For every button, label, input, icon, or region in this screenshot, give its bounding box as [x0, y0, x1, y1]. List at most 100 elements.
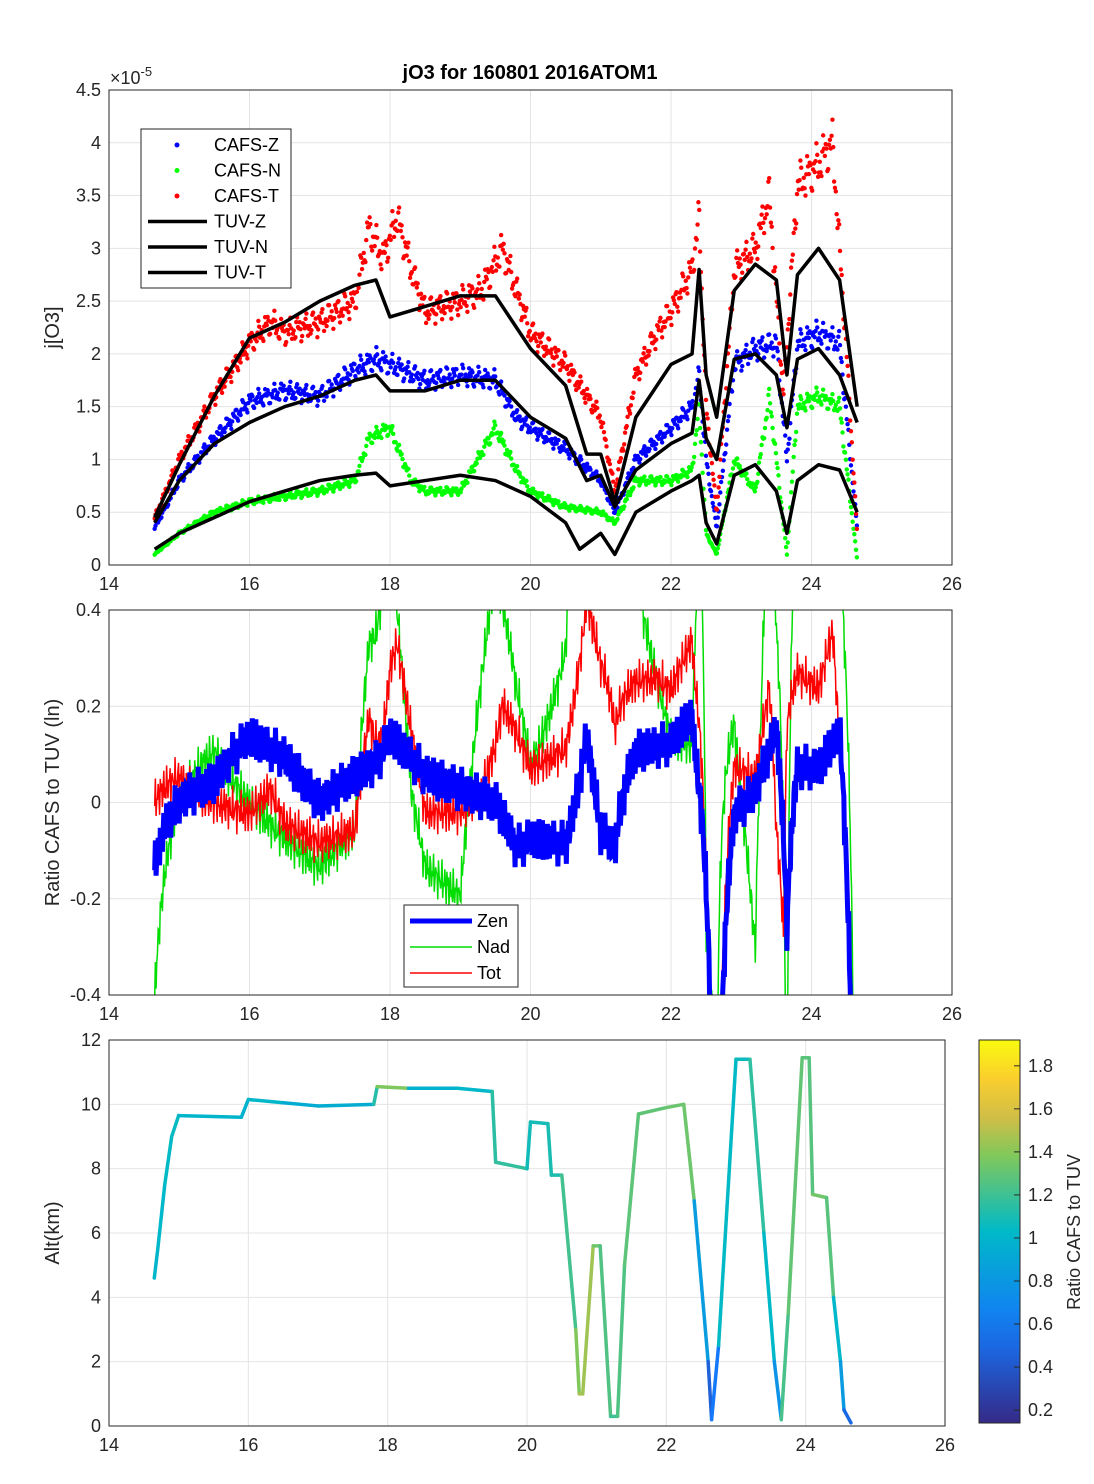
data-point-cafs-t	[382, 250, 388, 256]
data-point-cafs-t	[396, 205, 402, 210]
data-point-cafs-t	[498, 232, 504, 238]
data-point-cafs-t	[796, 187, 801, 192]
data-point-cafs-z	[784, 459, 790, 464]
data-point-cafs-z	[250, 394, 255, 399]
data-point-cafs-n	[744, 471, 749, 476]
altitude-segment	[831, 1295, 843, 1364]
data-point-cafs-z	[357, 363, 362, 369]
data-point-cafs-z	[743, 348, 748, 353]
data-point-cafs-t	[712, 483, 717, 488]
data-point-cafs-n	[546, 494, 552, 499]
data-point-cafs-t	[669, 322, 674, 328]
data-point-cafs-z	[533, 426, 538, 431]
data-point-cafs-t	[637, 377, 642, 382]
data-point-cafs-z	[348, 372, 353, 377]
data-point-cafs-z	[293, 395, 298, 401]
series-line-tuv-z	[153, 346, 859, 524]
data-point-cafs-z	[804, 325, 810, 330]
data-point-cafs-t	[509, 286, 515, 291]
data-point-cafs-z	[477, 369, 482, 375]
data-point-cafs-t	[695, 222, 700, 227]
data-point-cafs-n	[826, 406, 831, 411]
data-point-cafs-z	[556, 437, 561, 443]
data-point-cafs-z	[438, 367, 443, 373]
data-point-cafs-z	[802, 343, 807, 349]
data-point-cafs-t	[467, 289, 473, 294]
data-point-cafs-z	[750, 336, 756, 342]
data-point-cafs-n	[843, 457, 849, 462]
y-tick-label: 4	[91, 133, 101, 153]
y-tick-label: 0.2	[76, 696, 101, 716]
data-point-cafs-t	[354, 289, 360, 294]
data-point-cafs-z	[798, 327, 803, 332]
data-point-cafs-t	[372, 243, 377, 249]
data-point-cafs-t	[283, 339, 289, 345]
data-point-cafs-n	[665, 474, 670, 479]
legend-marker-cafs-t	[174, 193, 180, 199]
data-point-cafs-n	[775, 465, 780, 471]
data-point-cafs-t	[668, 315, 673, 321]
data-point-cafs-t	[548, 351, 554, 356]
data-point-cafs-t	[621, 448, 626, 453]
data-point-cafs-t	[356, 285, 361, 290]
data-point-cafs-t	[406, 240, 411, 245]
data-point-cafs-t	[557, 367, 563, 373]
y-tick-label: 10	[81, 1094, 101, 1114]
data-point-cafs-n	[356, 469, 361, 474]
data-point-cafs-t	[761, 230, 767, 236]
data-point-cafs-z	[814, 318, 819, 323]
data-point-cafs-n	[492, 419, 497, 424]
data-point-cafs-t	[708, 453, 714, 458]
colorbar-tick-label: 0.2	[1028, 1400, 1053, 1420]
data-point-cafs-n	[379, 435, 384, 441]
data-point-cafs-t	[838, 267, 844, 272]
data-point-cafs-n	[839, 420, 844, 425]
data-point-cafs-n	[406, 466, 411, 472]
data-point-cafs-z	[535, 437, 540, 442]
x-tick-label: 14	[99, 574, 119, 594]
data-point-cafs-z	[739, 368, 744, 373]
data-point-cafs-z	[674, 415, 679, 420]
altitude-segment	[176, 1113, 244, 1119]
data-point-cafs-t	[513, 294, 518, 299]
data-point-cafs-t	[414, 285, 420, 290]
data-point-cafs-z	[678, 418, 683, 424]
data-point-cafs-t	[458, 305, 463, 310]
data-point-cafs-t	[845, 363, 850, 369]
data-point-cafs-z	[775, 348, 780, 354]
data-point-cafs-z	[366, 360, 371, 365]
data-point-cafs-z	[839, 359, 844, 365]
altitude-segment	[615, 1263, 627, 1419]
data-point-cafs-z	[452, 373, 457, 378]
data-point-cafs-t	[549, 347, 554, 352]
x-tick-label: 20	[520, 574, 540, 594]
altitude-segment	[598, 1244, 613, 1419]
data-point-cafs-z	[760, 335, 765, 340]
altitude-segment	[490, 1089, 498, 1164]
data-point-cafs-n	[752, 489, 758, 494]
data-point-cafs-z	[690, 398, 695, 404]
data-point-cafs-z	[411, 377, 416, 383]
altitude-segment	[716, 1057, 738, 1348]
data-point-cafs-t	[767, 175, 772, 181]
data-point-cafs-t	[369, 244, 374, 249]
data-point-cafs-t	[475, 287, 480, 292]
data-point-cafs-t	[826, 142, 832, 147]
data-point-cafs-n	[852, 539, 858, 544]
data-point-cafs-t	[813, 158, 818, 164]
data-point-cafs-z	[540, 426, 545, 432]
data-point-cafs-z	[313, 389, 318, 395]
data-point-cafs-t	[267, 331, 273, 337]
data-point-cafs-t	[653, 346, 658, 352]
data-point-cafs-t	[293, 335, 298, 340]
data-point-cafs-z	[708, 489, 714, 494]
data-point-cafs-n	[758, 451, 763, 457]
data-point-cafs-t	[849, 440, 855, 445]
data-point-cafs-t	[222, 384, 227, 389]
data-point-cafs-t	[674, 290, 679, 295]
y-tick-label: 3.5	[76, 186, 101, 206]
data-point-cafs-n	[304, 487, 309, 492]
altitude-segment	[786, 1055, 804, 1316]
data-point-cafs-z	[427, 380, 432, 386]
data-point-cafs-z	[718, 479, 724, 485]
